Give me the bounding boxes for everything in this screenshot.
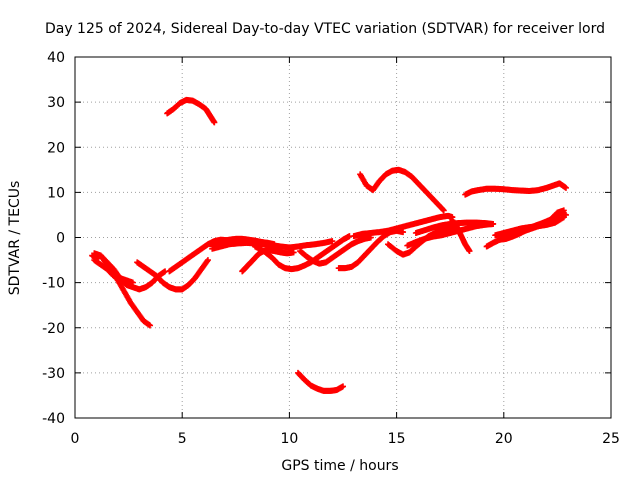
series-arc-11 xyxy=(335,227,407,272)
y-tick-label: 0 xyxy=(56,231,65,247)
data-point xyxy=(329,238,336,245)
series-arc-7 xyxy=(209,238,336,252)
data-point xyxy=(340,383,346,390)
chart-title: Day 125 of 2024, Sidereal Day-to-day VTE… xyxy=(45,21,605,37)
series-arc-low-1 xyxy=(294,369,346,394)
x-tick-label: 0 xyxy=(71,431,80,447)
y-tick-label: -20 xyxy=(42,321,65,337)
y-tick-label: 10 xyxy=(47,185,65,201)
series-arc-15 xyxy=(412,219,497,236)
data-point xyxy=(562,184,569,191)
data-point xyxy=(290,249,297,256)
x-tick-label: 5 xyxy=(178,431,187,447)
x-axis-title: GPS time / hours xyxy=(281,458,398,474)
data-point xyxy=(490,220,497,227)
series-arc-12 xyxy=(350,212,456,240)
series-arc-20 xyxy=(543,209,569,227)
data-point xyxy=(562,211,569,218)
series-arc-4 xyxy=(134,257,211,293)
axis-ticks xyxy=(74,56,612,419)
series-arc-3 xyxy=(91,257,136,286)
y-tick-label: -10 xyxy=(42,276,65,292)
y-axis-title: SDTVAR / TECUs xyxy=(7,181,23,296)
data-point xyxy=(440,207,447,214)
series-arc-high-1 xyxy=(164,96,218,126)
x-tick-label: 10 xyxy=(280,431,298,447)
data-point xyxy=(211,119,218,126)
x-tick-label: 20 xyxy=(495,431,513,447)
y-tick-label: 20 xyxy=(47,140,65,156)
data-marks xyxy=(89,96,569,394)
series-arc-10 xyxy=(297,234,374,267)
y-tick-label: 30 xyxy=(47,95,65,111)
series-arc-9 xyxy=(252,233,353,273)
data-point xyxy=(204,258,211,265)
y-tick-label: 40 xyxy=(47,50,65,66)
data-point xyxy=(147,322,154,329)
series-arc-high-3 xyxy=(462,180,569,198)
data-point xyxy=(400,229,407,236)
x-tick-label: 15 xyxy=(388,431,406,447)
data-point xyxy=(439,206,446,213)
y-tick-label: -40 xyxy=(42,411,65,427)
tick-labels: 0 5 10 15 20 25 -40 -30 -20 -10 0 10 20 30 40 xyxy=(42,50,620,447)
data-point xyxy=(129,279,136,286)
series-arc-high-2 xyxy=(357,166,447,214)
data-point xyxy=(466,248,473,255)
series-arc-16 xyxy=(449,217,473,255)
y-tick-label: -30 xyxy=(42,366,65,382)
data-point xyxy=(204,257,211,264)
x-tick-label: 25 xyxy=(602,431,620,447)
